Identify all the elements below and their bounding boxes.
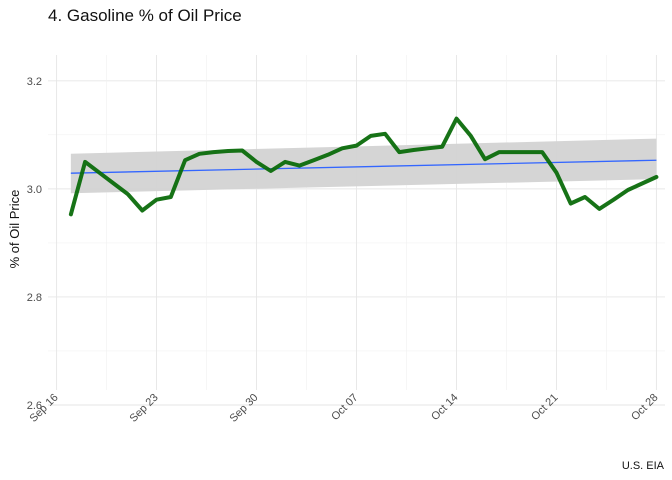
grid: [48, 55, 665, 406]
confidence-band: [70, 138, 657, 194]
y-tick-label: 3.2: [27, 76, 42, 88]
x-tick-label: Oct 14: [429, 392, 460, 423]
x-tick-label: Oct 07: [329, 392, 360, 423]
y-tick-label: 2.8: [27, 292, 42, 304]
trend-line: [70, 159, 657, 174]
x-tick-label: Oct 21: [529, 392, 560, 423]
chart-caption: U.S. EIA: [621, 460, 664, 472]
x-axis: Sep 16 Sep 23 Sep 30 Oct 07 Oct 14 Oct 21 Oct …: [28, 392, 661, 425]
series-layer: [68, 116, 659, 217]
x-tick-label: Oct 28: [629, 392, 660, 423]
x-tick-label: Sep 23: [128, 392, 161, 425]
confidence-band-layer: [70, 138, 657, 194]
x-tick-label: Sep 30: [227, 392, 260, 425]
trend-line-layer: [70, 159, 657, 174]
gasoline-pct-line: [68, 116, 659, 217]
y-tick-label: 3.0: [27, 184, 42, 196]
y-axis-title: % of Oil Price: [7, 190, 22, 269]
y-axis: 2.6 2.8 3.0 3.2: [27, 76, 42, 412]
y-tick-label: 2.6: [27, 400, 42, 412]
chart-title: 4. Gasoline % of Oil Price: [48, 6, 242, 25]
